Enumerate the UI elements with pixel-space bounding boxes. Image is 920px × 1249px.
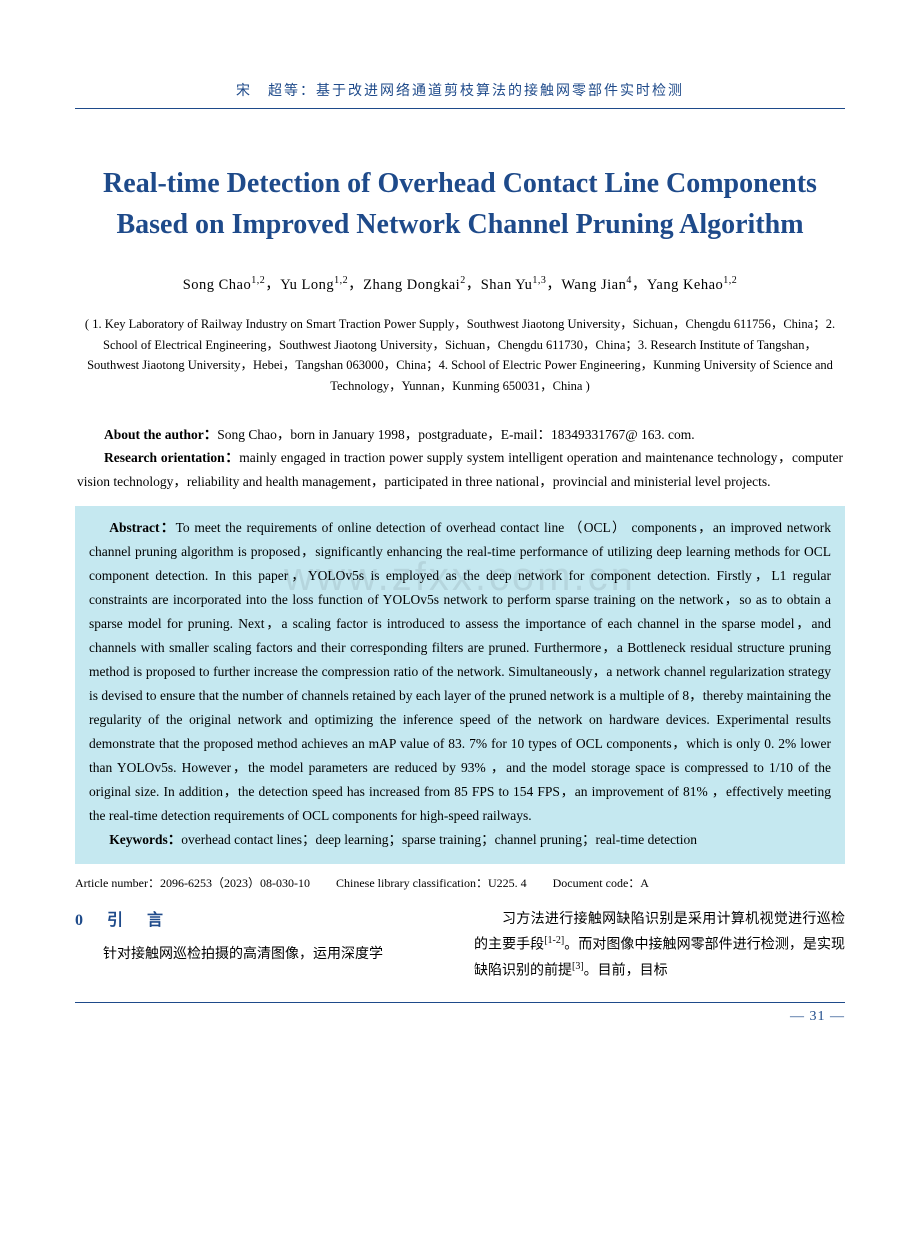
page: www.zfxx.com.cn 宋 超等：基于改进网络通道剪枝算法的接触网零部件…: [0, 0, 920, 1065]
abstract-text: To meet the requirements of online detec…: [89, 520, 831, 823]
article-number: Article number：2096-6253（2023）08-030-10: [75, 874, 310, 891]
doc-code: Document code：A: [553, 874, 649, 891]
footer-rule: [75, 1002, 845, 1003]
about-author-line: About the author：Song Chao，born in Janua…: [77, 423, 843, 447]
about-author-block: About the author：Song Chao，born in Janua…: [75, 423, 845, 494]
left-column: 0 引 言 针对接触网巡检拍摄的高清图像，运用深度学: [75, 907, 446, 984]
clc: Chinese library classification：U225. 4: [336, 874, 527, 891]
research-orientation-line: Research orientation：mainly engaged in t…: [77, 446, 843, 493]
abstract-paragraph: Abstract：To meet the requirements of onl…: [89, 516, 831, 828]
authors-line: Song Chao1,2，Yu Long1,2，Zhang Dongkai2，S…: [75, 273, 845, 294]
doc-code-value: A: [640, 876, 649, 890]
meta-row: Article number：2096-6253（2023）08-030-10 …: [75, 874, 845, 891]
clc-value: U225. 4: [488, 876, 527, 890]
section-0-heading: 0 引 言: [75, 907, 446, 936]
abstract-label: Abstract：: [109, 520, 175, 535]
left-col-paragraph: 针对接触网巡检拍摄的高清图像，运用深度学: [75, 942, 446, 967]
about-author-label: About the author：: [104, 427, 217, 442]
about-author-text: Song Chao，born in January 1998，postgradu…: [217, 427, 694, 442]
research-label: Research orientation：: [104, 450, 239, 465]
article-number-value: 2096-6253（2023）08-030-10: [160, 876, 310, 890]
doc-code-label: Document code：: [553, 876, 641, 890]
keywords-line: Keywords：overhead contact lines；deep lea…: [89, 828, 831, 852]
keywords-label: Keywords：: [109, 832, 181, 847]
clc-label: Chinese library classification：: [336, 876, 488, 890]
right-col-paragraph: 习方法进行接触网缺陷识别是采用计算机视觉进行巡检的主要手段[1-2]。而对图像中…: [474, 907, 845, 984]
abstract-box: Abstract：To meet the requirements of onl…: [75, 506, 845, 864]
header-rule: [75, 108, 845, 109]
page-number: — 31 —: [75, 1009, 845, 1025]
body-columns: 0 引 言 针对接触网巡检拍摄的高清图像，运用深度学 习方法进行接触网缺陷识别是…: [75, 907, 845, 984]
running-header: 宋 超等：基于改进网络通道剪枝算法的接触网零部件实时检测: [75, 80, 845, 100]
article-number-label: Article number：: [75, 876, 160, 890]
right-column: 习方法进行接触网缺陷识别是采用计算机视觉进行巡检的主要手段[1-2]。而对图像中…: [474, 907, 845, 984]
affiliations: ( 1. Key Laboratory of Railway Industry …: [75, 314, 845, 397]
article-title: Real-time Detection of Overhead Contact …: [75, 164, 845, 245]
keywords-text: overhead contact lines；deep learning；spa…: [181, 832, 697, 847]
